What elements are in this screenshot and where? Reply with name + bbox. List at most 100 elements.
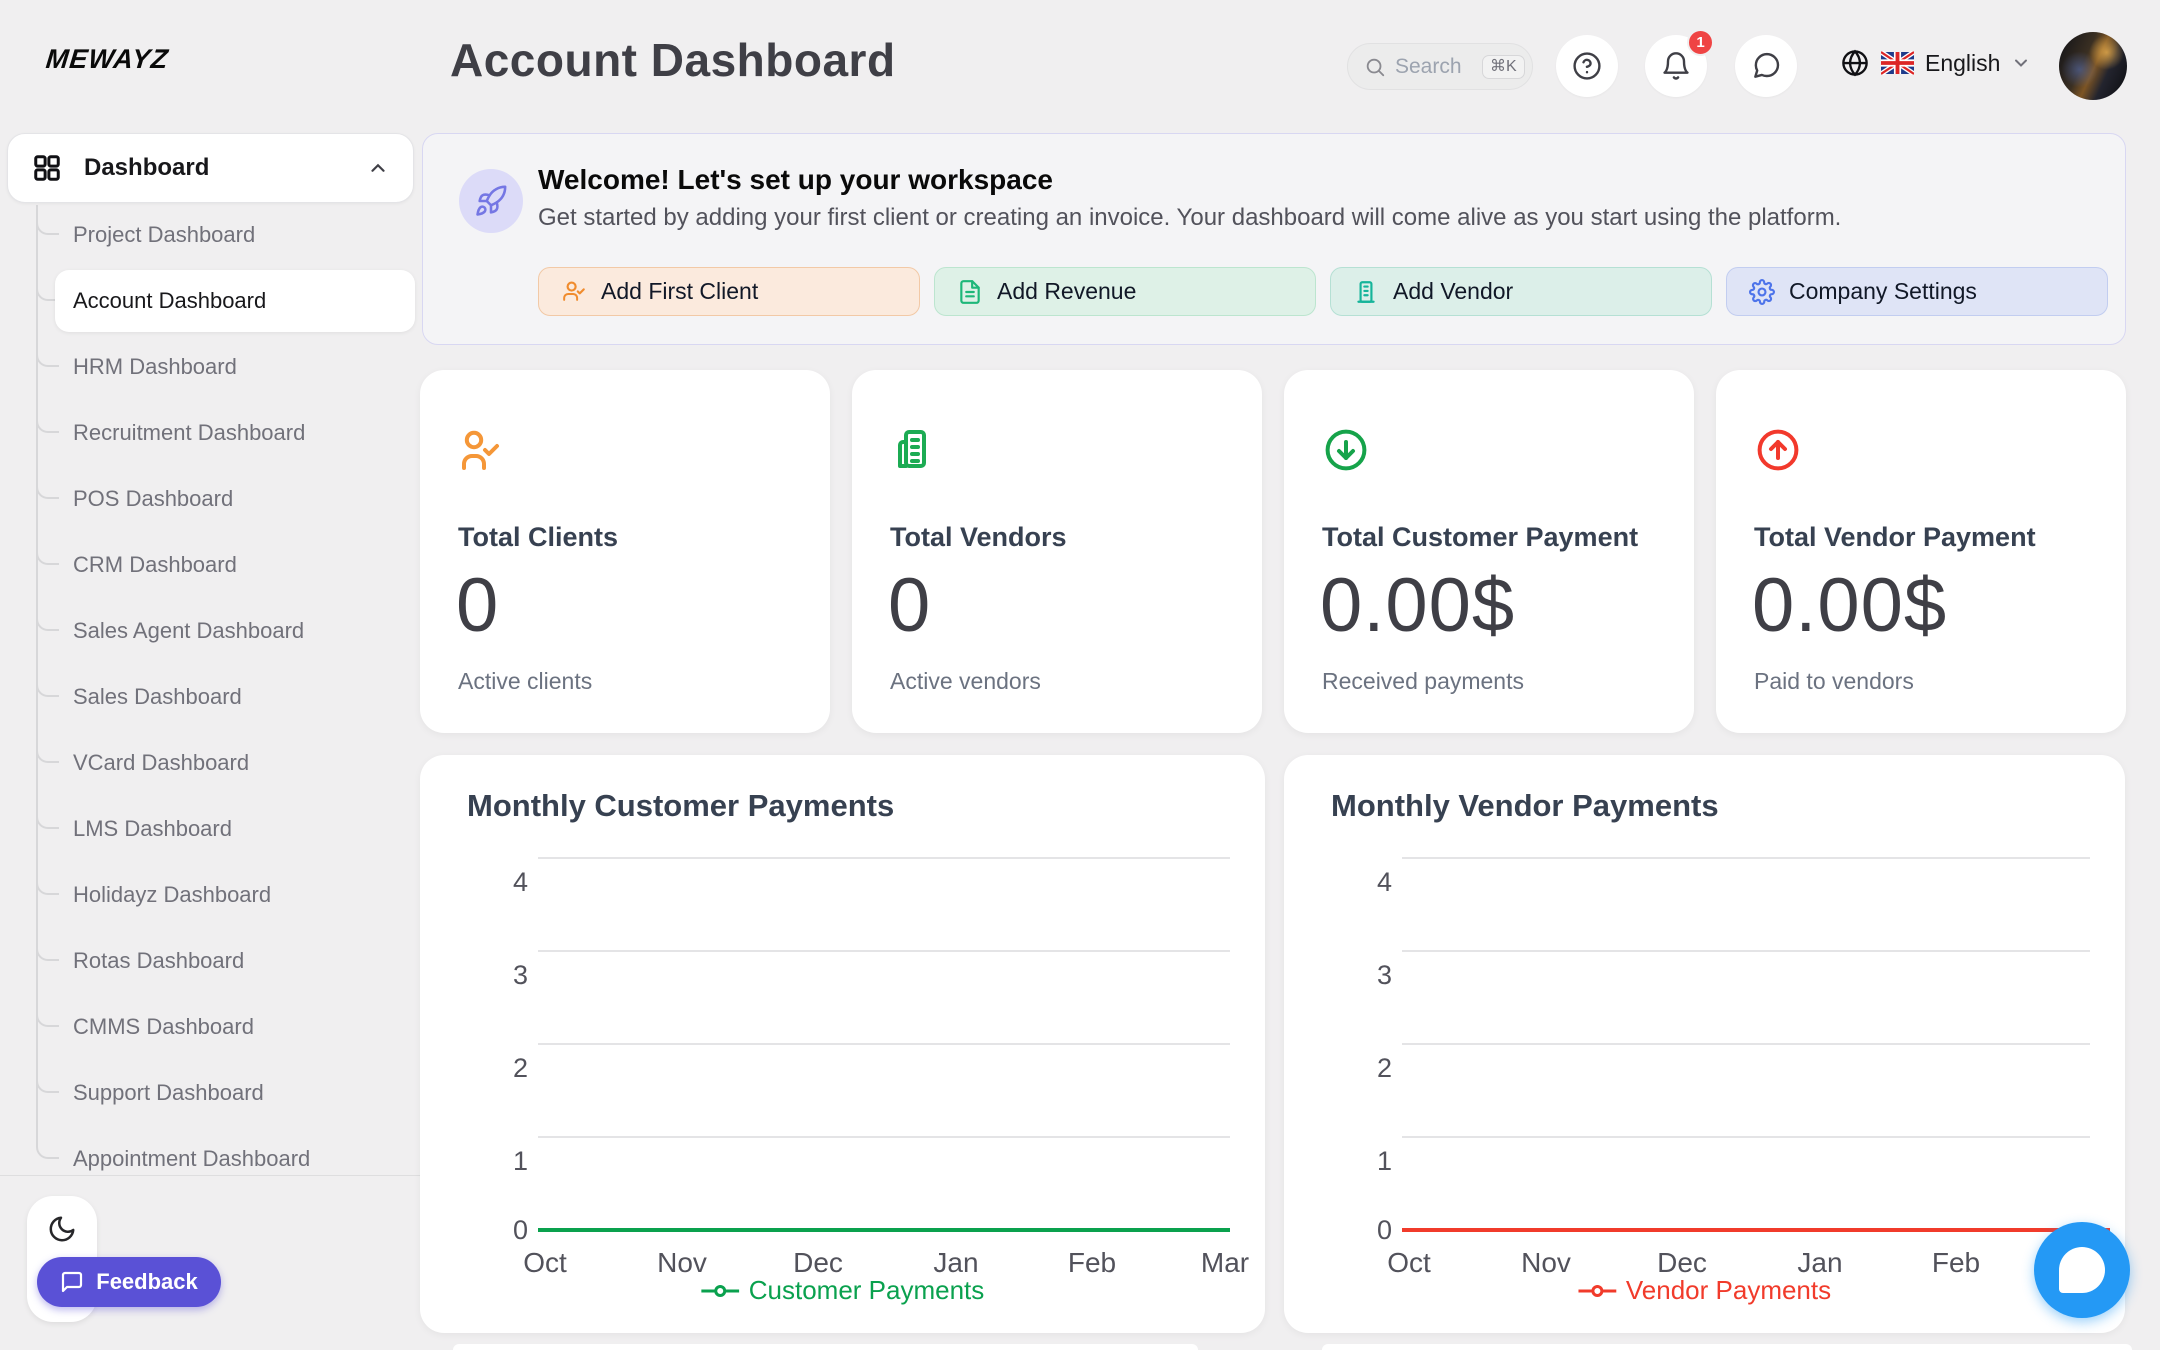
gear-icon bbox=[1749, 278, 1775, 305]
stat-card-total-vendor-payment: Total Vendor Payment 0.00$ Paid to vendo… bbox=[1716, 370, 2126, 733]
building-icon bbox=[890, 426, 938, 479]
svg-text:3: 3 bbox=[513, 960, 528, 990]
feedback-label: Feedback bbox=[96, 1269, 198, 1294]
sidebar-item-lms-dashboard[interactable]: LMS Dashboard bbox=[7, 796, 414, 862]
next-card-sliver-right bbox=[1322, 1344, 2132, 1350]
invoice-icon bbox=[957, 279, 983, 305]
svg-text:4: 4 bbox=[1377, 867, 1392, 897]
search-input[interactable] bbox=[1395, 54, 1473, 79]
page-title: Account Dashboard bbox=[450, 34, 896, 86]
legend-vendor-payments[interactable]: Vendor Payments bbox=[1577, 1275, 1831, 1306]
stat-value: 0.00$ bbox=[1752, 563, 1948, 648]
sidebar-item-rotas-dashboard[interactable]: Rotas Dashboard bbox=[7, 928, 414, 994]
sidebar-item-support-dashboard[interactable]: Support Dashboard bbox=[7, 1060, 414, 1126]
company-settings-button[interactable]: Company Settings bbox=[1726, 267, 2108, 316]
add-first-client-button[interactable]: Add First Client bbox=[538, 267, 920, 316]
messages-button[interactable] bbox=[1735, 35, 1797, 97]
help-icon bbox=[1571, 50, 1603, 82]
chat-fab-icon bbox=[2059, 1247, 2105, 1293]
welcome-subtitle: Get started by adding your first client … bbox=[538, 204, 1842, 231]
customer-payments-plot: 4 3 2 1 0 Oct Nov Dec Jan Feb Mar bbox=[513, 857, 1249, 1278]
sidebar-item-appointment-dashboard[interactable]: Appointment Dashboard bbox=[7, 1126, 414, 1192]
add-revenue-button[interactable]: Add Revenue bbox=[934, 267, 1316, 316]
uk-flag-icon bbox=[1881, 51, 1914, 75]
notification-count-badge: 1 bbox=[1687, 29, 1714, 56]
sidebar-item-project-dashboard[interactable]: Project Dashboard bbox=[7, 202, 414, 268]
stat-title: Total Vendors bbox=[890, 522, 1067, 552]
bell-icon bbox=[1660, 50, 1692, 82]
svg-text:Dec: Dec bbox=[793, 1247, 843, 1278]
help-button[interactable] bbox=[1556, 35, 1618, 97]
chevron-up-icon bbox=[367, 157, 389, 179]
monthly-vendor-payments-chart: Monthly Vendor Payments 4 3 2 1 0 Oct No… bbox=[1284, 755, 2125, 1333]
sidebar-item-account-dashboard[interactable]: Account Dashboard bbox=[7, 268, 415, 334]
search-bar[interactable]: ⌘K bbox=[1347, 43, 1533, 90]
svg-text:Oct: Oct bbox=[523, 1247, 567, 1278]
user-plus-icon bbox=[561, 279, 587, 305]
svg-text:Nov: Nov bbox=[1521, 1247, 1571, 1278]
user-avatar[interactable] bbox=[2059, 32, 2127, 100]
sidebar-item-crm-dashboard[interactable]: CRM Dashboard bbox=[7, 532, 414, 598]
stat-subtitle: Active clients bbox=[458, 668, 593, 694]
legend-marker-icon bbox=[700, 1284, 739, 1297]
sidebar-item-sales-dashboard[interactable]: Sales Dashboard bbox=[7, 664, 414, 730]
next-card-sliver-left bbox=[453, 1344, 1198, 1350]
search-shortcut-kbd: ⌘K bbox=[1482, 54, 1525, 79]
sidebar-item-pos-dashboard[interactable]: POS Dashboard bbox=[7, 466, 414, 532]
stat-card-total-vendors: Total Vendors 0 Active vendors bbox=[852, 370, 1262, 733]
rocket-icon bbox=[474, 184, 508, 218]
add-vendor-button[interactable]: Add Vendor bbox=[1330, 267, 1712, 316]
svg-text:Feb: Feb bbox=[1068, 1247, 1116, 1278]
svg-text:Jan: Jan bbox=[933, 1247, 978, 1278]
legend-customer-payments[interactable]: Customer Payments bbox=[700, 1275, 984, 1306]
stat-subtitle: Paid to vendors bbox=[1754, 668, 1914, 694]
welcome-actions: Add First Client Add Revenue Add Vendor … bbox=[538, 267, 2108, 316]
stat-value: 0 bbox=[888, 563, 932, 648]
vendor-payments-plot: 4 3 2 1 0 Oct Nov Dec Jan Feb Mar bbox=[1377, 857, 2117, 1278]
svg-text:2: 2 bbox=[513, 1053, 528, 1083]
svg-text:Dec: Dec bbox=[1657, 1247, 1707, 1278]
stat-value: 0 bbox=[456, 563, 500, 648]
svg-text:2: 2 bbox=[1377, 1053, 1392, 1083]
legend-marker-icon bbox=[1577, 1284, 1616, 1297]
globe-icon bbox=[1840, 48, 1870, 78]
sidebar-item-recruitment-dashboard[interactable]: Recruitment Dashboard bbox=[7, 400, 414, 466]
svg-text:1: 1 bbox=[1377, 1146, 1392, 1176]
sidebar-item-holidayz-dashboard[interactable]: Holidayz Dashboard bbox=[7, 862, 414, 928]
welcome-title: Welcome! Let's set up your workspace bbox=[538, 164, 1053, 195]
welcome-banner: Welcome! Let's set up your workspace Get… bbox=[422, 133, 2126, 345]
stat-subtitle: Active vendors bbox=[890, 668, 1041, 694]
building-icon bbox=[1353, 279, 1379, 305]
svg-text:0: 0 bbox=[513, 1215, 528, 1245]
stat-title: Total Vendor Payment bbox=[1754, 522, 2036, 552]
stat-subtitle: Received payments bbox=[1322, 668, 1524, 694]
svg-text:Oct: Oct bbox=[1387, 1247, 1431, 1278]
sidebar-bottom-divider bbox=[0, 1175, 420, 1176]
stat-card-total-customer-payment: Total Customer Payment 0.00$ Received pa… bbox=[1284, 370, 1694, 733]
message-icon bbox=[1750, 50, 1782, 82]
chevron-down-icon bbox=[2011, 53, 2031, 73]
feedback-button[interactable]: Feedback bbox=[37, 1257, 221, 1307]
rocket-icon-circle bbox=[459, 169, 523, 233]
language-selector[interactable]: English bbox=[1840, 48, 2031, 78]
brand-logo[interactable]: MEWAYZ bbox=[44, 44, 171, 74]
svg-text:4: 4 bbox=[513, 867, 528, 897]
sidebar-item-sales-agent-dashboard[interactable]: Sales Agent Dashboard bbox=[7, 598, 414, 664]
arrow-up-circle-icon bbox=[1754, 426, 1802, 479]
svg-text:3: 3 bbox=[1377, 960, 1392, 990]
search-icon bbox=[1364, 56, 1386, 78]
svg-text:Feb: Feb bbox=[1932, 1247, 1980, 1278]
sidebar-section-label: Dashboard bbox=[84, 154, 210, 181]
sidebar-section-dashboard[interactable]: Dashboard bbox=[7, 133, 414, 203]
sidebar-item-hrm-dashboard[interactable]: HRM Dashboard bbox=[7, 334, 414, 400]
stat-title: Total Clients bbox=[458, 522, 619, 552]
monthly-customer-payments-chart: Monthly Customer Payments 4 3 2 1 0 Oct … bbox=[420, 755, 1265, 1333]
svg-text:Jan: Jan bbox=[1797, 1247, 1842, 1278]
chat-fab-button[interactable] bbox=[2034, 1222, 2130, 1318]
language-label: English bbox=[1925, 49, 2001, 76]
svg-text:1: 1 bbox=[513, 1146, 528, 1176]
stat-value: 0.00$ bbox=[1320, 563, 1516, 648]
sidebar-item-cmms-dashboard[interactable]: CMMS Dashboard bbox=[7, 994, 414, 1060]
sidebar-item-vcard-dashboard[interactable]: VCard Dashboard bbox=[7, 730, 414, 796]
feedback-chat-icon bbox=[60, 1270, 84, 1294]
